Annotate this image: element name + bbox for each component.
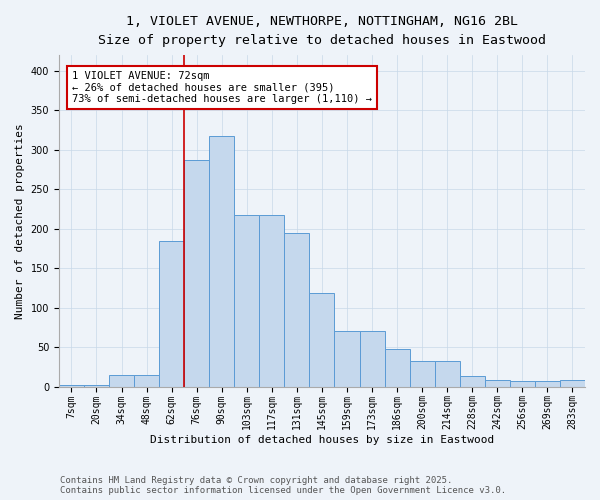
Bar bbox=[560, 380, 585, 386]
Title: 1, VIOLET AVENUE, NEWTHORPE, NOTTINGHAM, NG16 2BL
Size of property relative to d: 1, VIOLET AVENUE, NEWTHORPE, NOTTINGHAM,… bbox=[98, 15, 546, 47]
Bar bbox=[84, 385, 109, 386]
Bar bbox=[209, 136, 234, 386]
Bar bbox=[460, 376, 485, 386]
Bar bbox=[385, 350, 410, 387]
Bar bbox=[109, 374, 134, 386]
Bar bbox=[334, 332, 359, 386]
Bar bbox=[134, 374, 159, 386]
Bar bbox=[410, 360, 434, 386]
Bar bbox=[284, 232, 310, 386]
Bar bbox=[184, 160, 209, 386]
Bar bbox=[510, 381, 535, 386]
Bar bbox=[485, 380, 510, 386]
Bar bbox=[59, 385, 84, 386]
Text: 1 VIOLET AVENUE: 72sqm
← 26% of detached houses are smaller (395)
73% of semi-de: 1 VIOLET AVENUE: 72sqm ← 26% of detached… bbox=[72, 71, 372, 104]
Bar bbox=[159, 240, 184, 386]
Bar bbox=[259, 214, 284, 386]
Y-axis label: Number of detached properties: Number of detached properties bbox=[15, 123, 25, 318]
X-axis label: Distribution of detached houses by size in Eastwood: Distribution of detached houses by size … bbox=[150, 435, 494, 445]
Bar bbox=[310, 294, 334, 386]
Bar bbox=[359, 332, 385, 386]
Text: Contains HM Land Registry data © Crown copyright and database right 2025.
Contai: Contains HM Land Registry data © Crown c… bbox=[60, 476, 506, 495]
Bar bbox=[434, 360, 460, 386]
Bar bbox=[234, 214, 259, 386]
Bar bbox=[535, 381, 560, 386]
